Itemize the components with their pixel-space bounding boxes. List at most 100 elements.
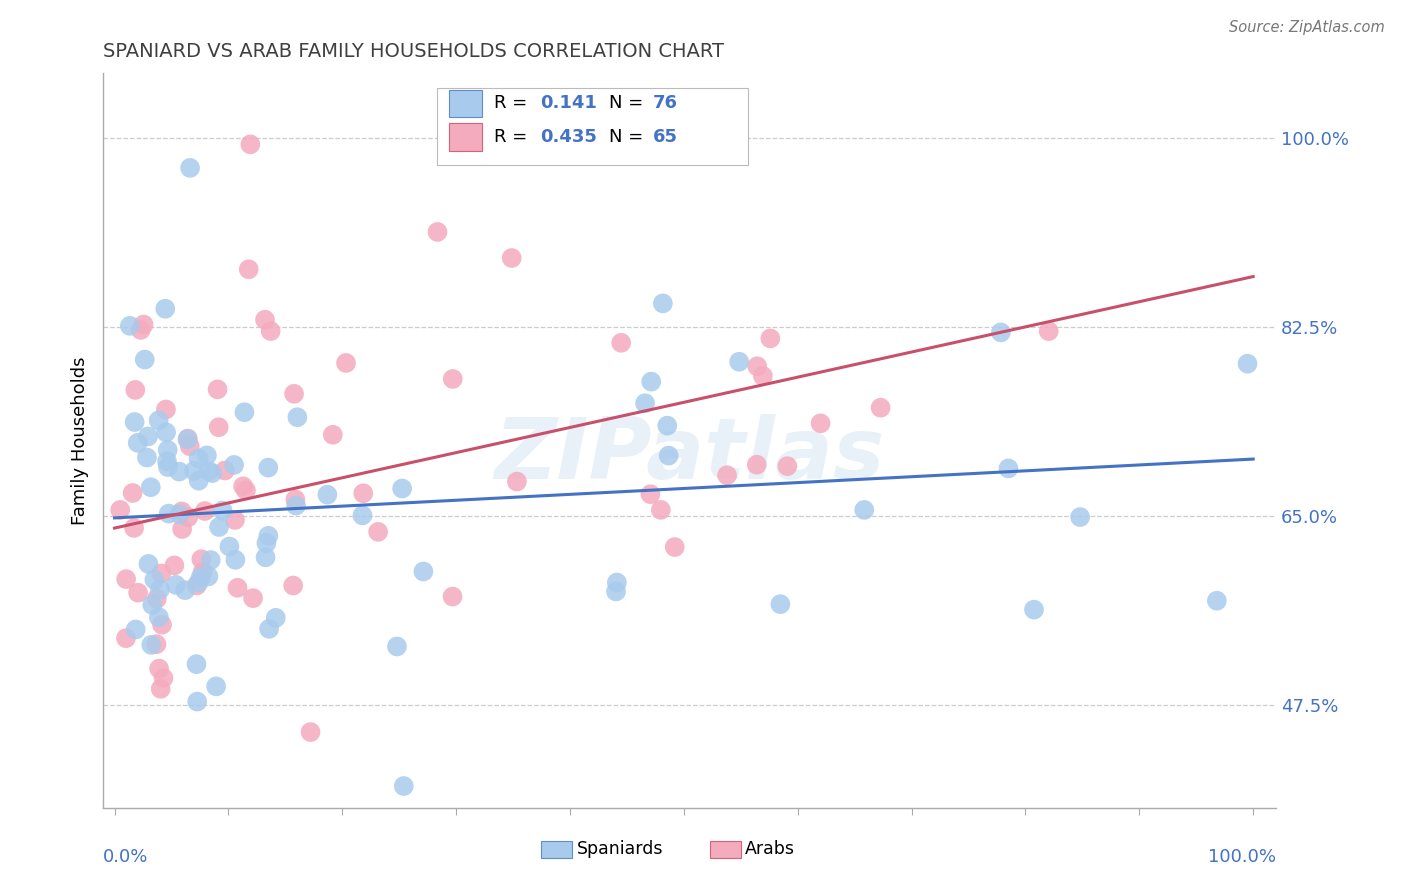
Text: R =: R =	[494, 128, 533, 146]
Point	[205, 679, 228, 693]
Point	[125, 623, 148, 637]
Point	[716, 468, 738, 483]
Point	[640, 375, 662, 389]
Point	[658, 449, 681, 463]
Point	[224, 513, 246, 527]
Point	[238, 262, 260, 277]
Text: 0.435: 0.435	[540, 128, 598, 146]
Point	[148, 662, 170, 676]
Point	[506, 475, 529, 489]
Point	[143, 573, 166, 587]
Point	[124, 383, 146, 397]
Point	[167, 465, 190, 479]
Point	[124, 415, 146, 429]
Point	[285, 499, 308, 513]
Point	[610, 335, 633, 350]
Point	[226, 581, 249, 595]
Point	[118, 318, 141, 333]
Point	[195, 449, 218, 463]
Point	[174, 583, 197, 598]
Point	[810, 417, 832, 431]
Point	[284, 492, 307, 507]
Point	[165, 578, 187, 592]
Point	[1038, 324, 1060, 338]
Point	[869, 401, 891, 415]
Point	[170, 504, 193, 518]
Point	[177, 432, 200, 446]
Point	[257, 460, 280, 475]
Point	[179, 161, 201, 175]
Point	[149, 582, 172, 597]
Point	[651, 296, 673, 310]
Point	[122, 521, 145, 535]
Point	[283, 386, 305, 401]
Point	[335, 356, 357, 370]
Point	[224, 553, 246, 567]
Point	[141, 598, 163, 612]
Point	[186, 578, 208, 592]
Point	[148, 413, 170, 427]
Point	[441, 590, 464, 604]
Point	[194, 504, 217, 518]
Point	[191, 565, 214, 579]
Point	[129, 323, 152, 337]
Point	[997, 461, 1019, 475]
Point	[316, 488, 339, 502]
Point	[391, 482, 413, 496]
FancyBboxPatch shape	[437, 88, 748, 165]
Point	[412, 565, 434, 579]
Point	[657, 418, 679, 433]
Point	[664, 540, 686, 554]
Point	[115, 572, 138, 586]
Point	[1205, 593, 1227, 607]
Point	[218, 540, 240, 554]
Point	[156, 442, 179, 457]
Point	[322, 427, 344, 442]
Point	[385, 640, 408, 654]
Text: 0.141: 0.141	[540, 95, 598, 112]
Point	[127, 435, 149, 450]
Point	[115, 631, 138, 645]
Point	[149, 681, 172, 696]
Point	[187, 474, 209, 488]
Point	[853, 503, 876, 517]
Bar	[449, 123, 482, 152]
Point	[150, 617, 173, 632]
Text: 100.0%: 100.0%	[1208, 847, 1277, 866]
Point	[259, 324, 281, 338]
Point	[728, 355, 751, 369]
Point	[198, 464, 221, 478]
Point	[501, 251, 523, 265]
Point	[752, 369, 775, 384]
Point	[299, 725, 322, 739]
Point	[152, 671, 174, 685]
Point	[186, 695, 208, 709]
Point	[634, 396, 657, 410]
Point	[441, 372, 464, 386]
Point	[605, 584, 627, 599]
Text: 76: 76	[654, 95, 678, 112]
Point	[254, 536, 277, 550]
Point	[222, 458, 245, 472]
Point	[177, 510, 200, 524]
Point	[172, 522, 194, 536]
Point	[352, 508, 374, 523]
Point	[176, 433, 198, 447]
Text: Spaniards: Spaniards	[576, 839, 664, 857]
Point	[190, 552, 212, 566]
Text: Arabs: Arabs	[745, 839, 796, 857]
Point	[190, 569, 212, 583]
Point	[208, 520, 231, 534]
Point	[239, 137, 262, 152]
Point	[132, 318, 155, 332]
Text: R =: R =	[494, 95, 533, 112]
Point	[200, 553, 222, 567]
Point	[211, 503, 233, 517]
Point	[426, 225, 449, 239]
Point	[352, 486, 374, 500]
Point	[146, 591, 169, 606]
Y-axis label: Family Households: Family Households	[72, 356, 89, 524]
Point	[254, 550, 277, 565]
Point	[1069, 510, 1091, 524]
Text: N =: N =	[609, 95, 648, 112]
